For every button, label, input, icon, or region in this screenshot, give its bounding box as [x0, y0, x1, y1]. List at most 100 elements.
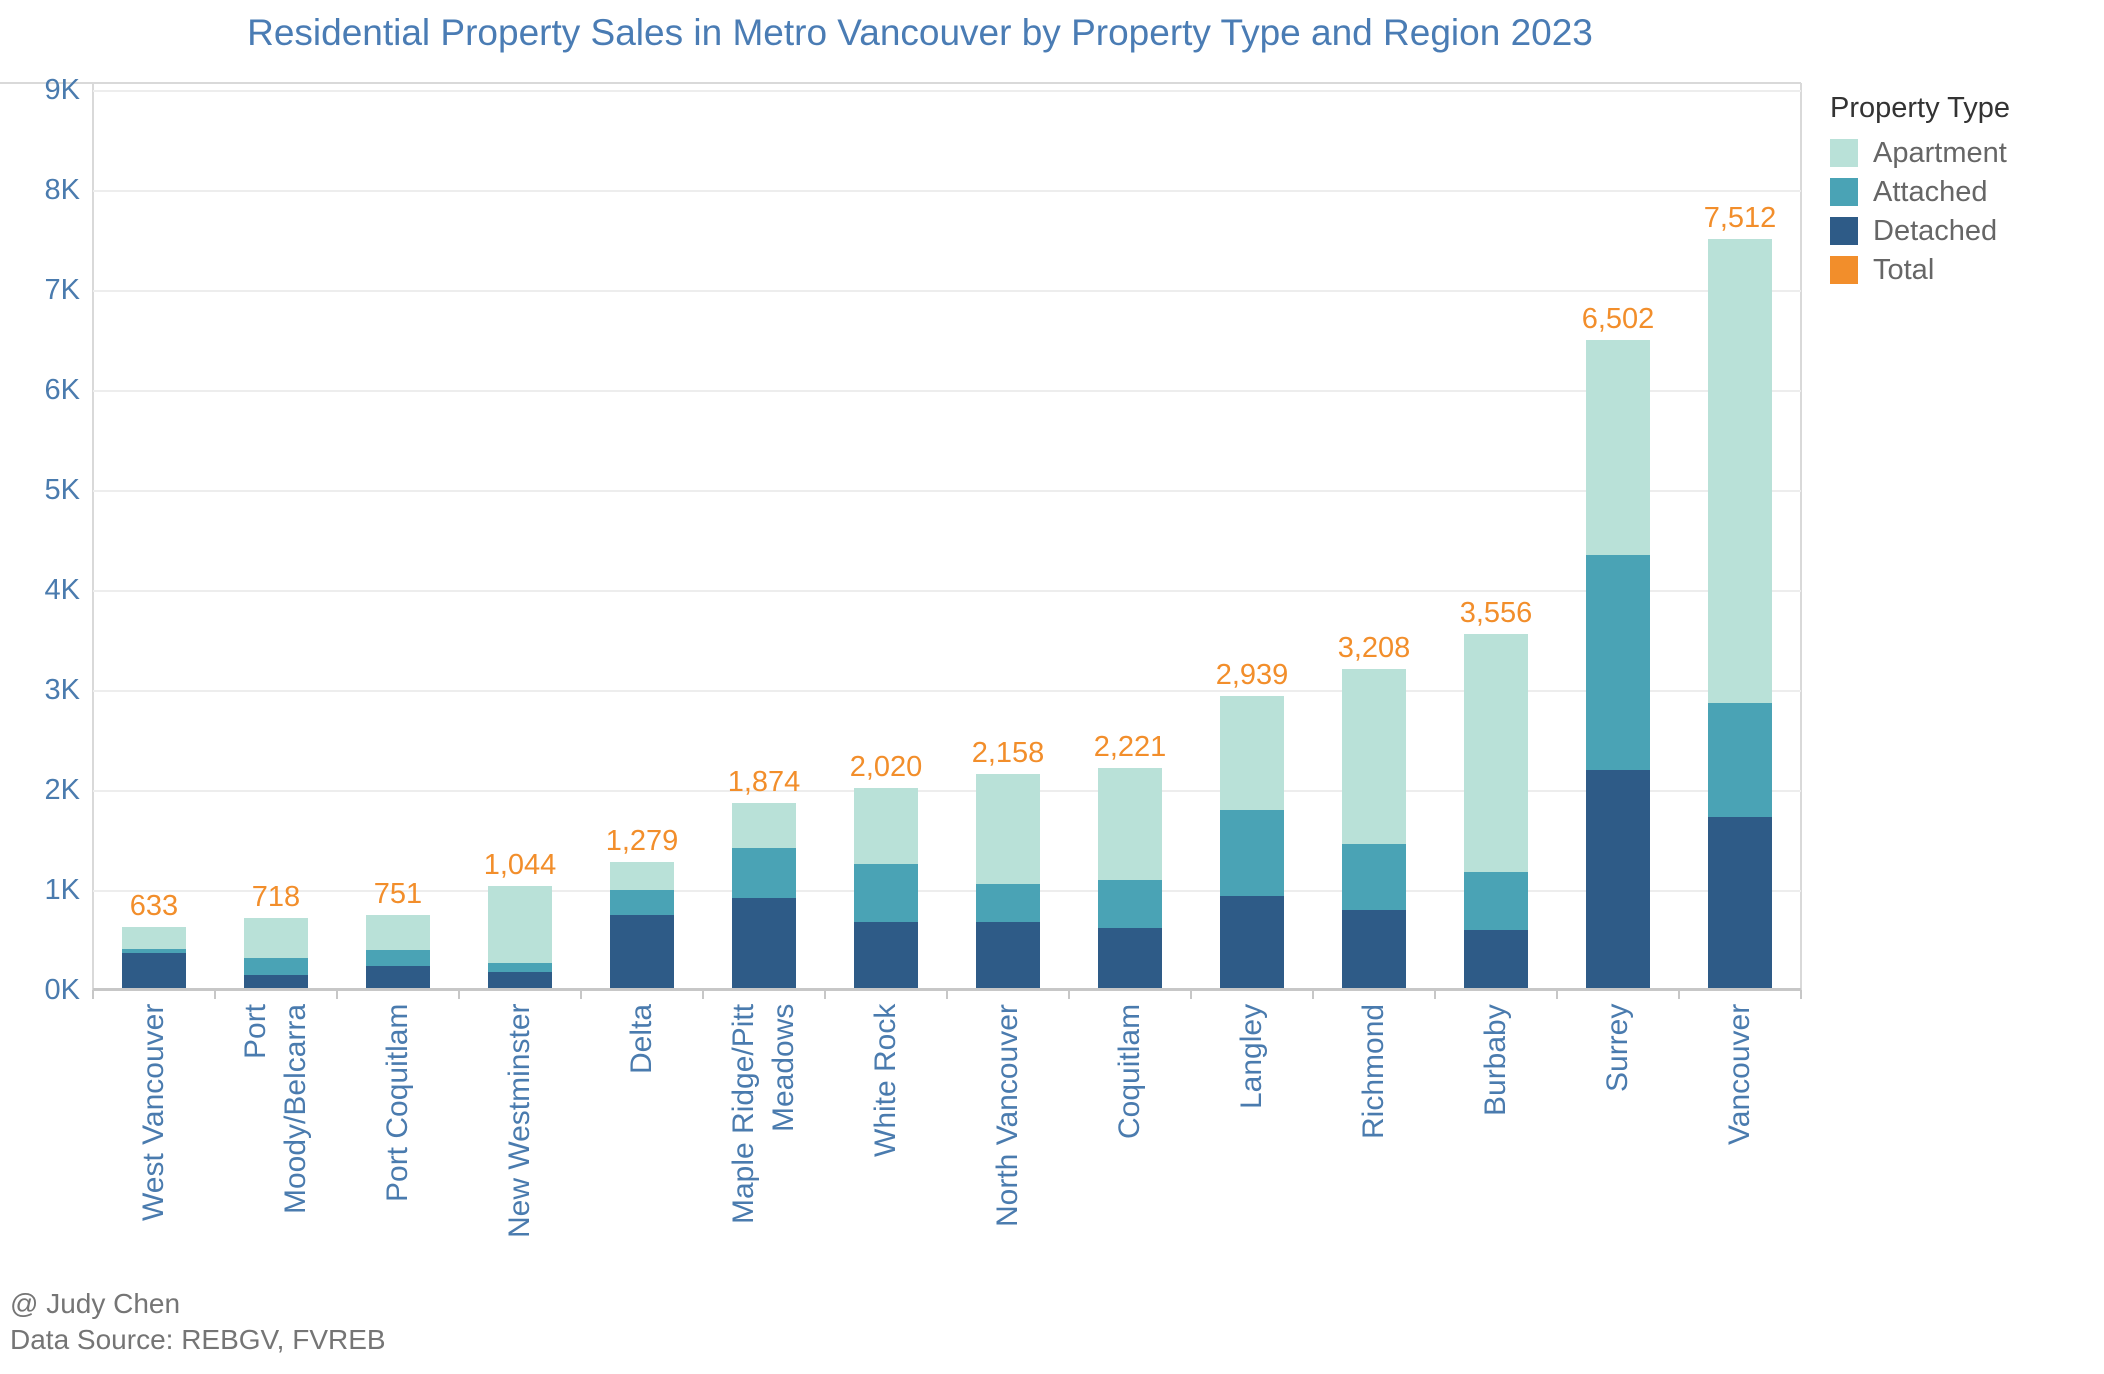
legend: Property Type Apartment Attached Detached T… [1830, 92, 2090, 295]
bar-north-vancouver[interactable] [976, 774, 1040, 990]
gridline-1K [93, 890, 1801, 892]
y-axis-label-5K: 5K [44, 474, 80, 506]
bar-segment-attached[interactable] [854, 864, 918, 922]
legend-item-apartment[interactable]: Apartment [1830, 137, 2090, 169]
bar-burbaby[interactable] [1464, 634, 1528, 990]
total-label: 3,208 [1337, 632, 1411, 665]
bar-maple-ridge-pitt-meadows[interactable] [732, 802, 796, 990]
bar-richmond[interactable] [1342, 669, 1406, 990]
bar-segment-attached[interactable] [1342, 843, 1406, 910]
x-axis-label-port-moody-belcarra: Port Moody/Belcarra [239, 1004, 312, 1215]
bar-segment-detached[interactable] [976, 921, 1040, 990]
bar-segment-attached[interactable] [366, 949, 430, 966]
bar-segment-attached[interactable] [1220, 809, 1284, 896]
bar-new-westminster[interactable] [488, 885, 552, 990]
bar-segment-apartment[interactable] [732, 802, 796, 848]
x-axis-tick [824, 990, 826, 999]
footer-author: @ Judy Chen [10, 1288, 181, 1319]
bar-segment-apartment[interactable] [1220, 696, 1284, 810]
y-axis-label-4K: 4K [44, 574, 80, 606]
bar-coquitlam[interactable] [1098, 767, 1162, 990]
bar-segment-detached[interactable] [610, 914, 674, 990]
y-axis-label-1K: 1K [44, 874, 80, 906]
bar-segment-detached[interactable] [1098, 927, 1162, 990]
bar-segment-attached[interactable] [1464, 871, 1528, 930]
legend-item-detached[interactable]: Detached [1830, 215, 2090, 247]
bar-segment-detached[interactable] [1342, 909, 1406, 990]
legend-items: Apartment Attached Detached Total [1830, 137, 2090, 286]
x-axis-tick [1556, 990, 1558, 999]
bar-vancouver[interactable] [1708, 238, 1772, 990]
x-axis-tick [1434, 990, 1436, 999]
x-axis-label-coquitlam: Coquitlam [1113, 1004, 1146, 1140]
bar-west-vancouver[interactable] [122, 926, 186, 990]
bar-segment-apartment[interactable] [1708, 238, 1772, 703]
gridline-8K [93, 190, 1801, 192]
x-axis-tick [1678, 990, 1680, 999]
x-axis-label-vancouver: Vancouver [1723, 1004, 1756, 1146]
legend-swatch-total [1830, 256, 1858, 284]
bar-segment-apartment[interactable] [854, 788, 918, 864]
bar-segment-apartment[interactable] [244, 918, 308, 958]
chart-title: Residential Property Sales in Metro Vanc… [247, 12, 1593, 53]
bar-segment-detached[interactable] [1586, 769, 1650, 990]
bar-segment-detached[interactable] [732, 897, 796, 990]
bar-segment-attached[interactable] [488, 962, 552, 972]
legend-title: Property Type [1830, 92, 2011, 124]
total-label: 1,279 [605, 825, 679, 858]
bar-segment-apartment[interactable] [122, 926, 186, 949]
total-label: 2,221 [1093, 730, 1167, 763]
bar-segment-detached[interactable] [1708, 816, 1772, 990]
bar-port-coquitlam[interactable] [366, 914, 430, 990]
bar-segment-attached[interactable] [122, 948, 186, 953]
bar-segment-attached[interactable] [610, 889, 674, 915]
bar-white-rock[interactable] [854, 788, 918, 990]
legend-item-attached[interactable]: Attached [1830, 176, 2090, 208]
bar-langley[interactable] [1220, 696, 1284, 990]
bar-segment-apartment[interactable] [610, 862, 674, 890]
x-axis-label-langley: Langley [1235, 1004, 1268, 1110]
bar-segment-apartment[interactable] [1342, 669, 1406, 844]
gridline-2K [93, 790, 1801, 792]
bar-segment-detached[interactable] [488, 971, 552, 990]
bar-segment-detached[interactable] [854, 922, 918, 990]
bar-segment-attached[interactable] [732, 847, 796, 898]
bar-segment-detached[interactable] [366, 965, 430, 990]
bar-port-moody-belcarra[interactable] [244, 918, 308, 990]
total-label: 6,502 [1581, 302, 1655, 335]
gridline-7K [93, 290, 1801, 292]
bar-segment-detached[interactable] [1220, 895, 1284, 990]
x-axis-label-richmond: Richmond [1357, 1004, 1390, 1140]
bar-segment-detached[interactable] [1464, 929, 1528, 990]
total-label: 718 [251, 881, 301, 914]
legend-item-total[interactable]: Total [1830, 254, 2090, 286]
bar-segment-apartment[interactable] [1464, 634, 1528, 872]
gridline-9K [93, 90, 1801, 92]
bar-segment-apartment[interactable] [488, 885, 552, 963]
bar-segment-attached[interactable] [1098, 879, 1162, 928]
x-axis-label-surrey: Surrey [1601, 1004, 1634, 1093]
bar-segment-attached[interactable] [976, 883, 1040, 922]
x-axis-line [93, 988, 1801, 991]
bar-segment-attached[interactable] [1586, 554, 1650, 770]
plot-border-left [92, 83, 94, 990]
bar-segment-apartment[interactable] [1098, 767, 1162, 880]
x-axis-label-north-vancouver: North Vancouver [991, 1004, 1024, 1227]
total-label: 2,020 [849, 751, 923, 783]
bar-segment-apartment[interactable] [366, 914, 430, 950]
y-axis-label-6K: 6K [44, 374, 80, 406]
bar-surrey[interactable] [1586, 339, 1650, 990]
bar-delta[interactable] [610, 862, 674, 990]
x-axis-tick [336, 990, 338, 999]
bar-segment-attached[interactable] [244, 957, 308, 975]
total-label: 751 [373, 877, 423, 910]
bar-segment-apartment[interactable] [1586, 339, 1650, 555]
bar-segment-detached[interactable] [122, 952, 186, 990]
bar-segment-attached[interactable] [1708, 702, 1772, 817]
bar-segment-detached[interactable] [244, 974, 308, 990]
total-label: 1,874 [727, 765, 801, 798]
y-axis-label-3K: 3K [44, 674, 80, 706]
y-axis-label-0K: 0K [44, 974, 80, 1006]
bar-segment-apartment[interactable] [976, 774, 1040, 884]
